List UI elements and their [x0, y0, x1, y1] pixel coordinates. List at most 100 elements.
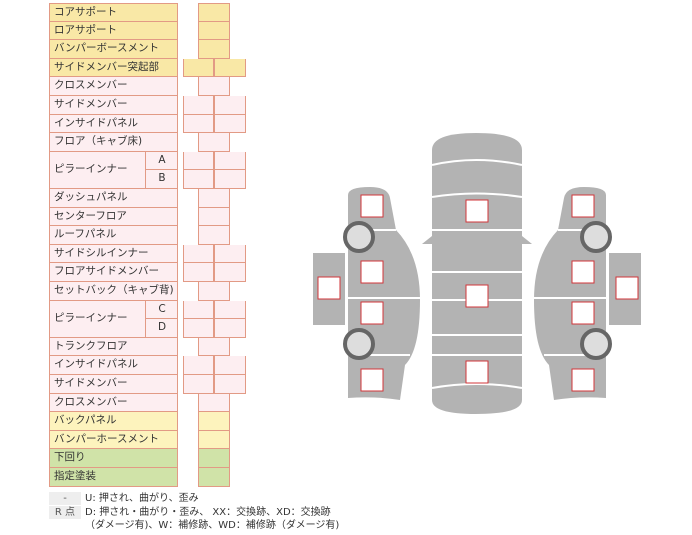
check-cell[interactable] [183, 356, 214, 375]
marker-box[interactable] [571, 260, 595, 284]
row-label-text: サイドメンバー [54, 98, 128, 110]
table-row: サイドメンバー [49, 375, 249, 394]
wheel-icon [343, 221, 375, 253]
row-label: サイドメンバー [49, 375, 178, 394]
car-left-side [348, 187, 420, 400]
marker-box[interactable] [360, 301, 384, 325]
table-row: 指定塗装 [49, 468, 249, 487]
wheel-icon [580, 221, 612, 253]
row-label: コアサポート [49, 3, 178, 22]
row-label-text: ピラーインナー [54, 311, 128, 324]
table-row: フロア（キャブ床) [49, 133, 249, 152]
marker-box[interactable] [465, 199, 489, 223]
check-cell[interactable] [214, 356, 246, 375]
row-label-text: サイドメンバー [54, 377, 128, 389]
check-cell[interactable] [183, 151, 214, 171]
marker-box[interactable] [317, 276, 341, 300]
table-row: クロスメンバー [49, 77, 249, 96]
check-cell[interactable] [214, 300, 246, 320]
check-cell[interactable] [183, 96, 214, 115]
row-label: クロスメンバー [49, 393, 178, 413]
check-cell[interactable] [198, 3, 230, 22]
check-cell[interactable] [198, 40, 230, 59]
row-label: セットバック（キャブ背) [49, 282, 178, 301]
check-cell[interactable] [198, 226, 230, 245]
row-label: ダッシュパネル [49, 189, 178, 208]
table-row: クロスメンバー [49, 393, 249, 413]
marker-box[interactable] [465, 284, 489, 308]
row-sub-label: C [145, 300, 178, 320]
marker-box[interactable] [571, 301, 595, 325]
check-cell[interactable] [198, 133, 230, 152]
check-cell[interactable] [198, 189, 230, 208]
check-cell[interactable] [214, 263, 246, 282]
row-label: 下回り [49, 449, 178, 468]
row-label: ピラーインナー [49, 151, 178, 189]
check-cell[interactable] [183, 58, 214, 78]
check-cell[interactable] [198, 412, 230, 431]
marker-box[interactable] [615, 276, 639, 300]
check-cell[interactable] [183, 375, 214, 394]
check-cell[interactable] [183, 319, 214, 338]
table-row: ルーフパネル [49, 226, 249, 245]
check-cell[interactable] [198, 207, 230, 227]
check-cell[interactable] [183, 263, 214, 282]
table-row: B [49, 170, 249, 189]
check-cell[interactable] [214, 170, 246, 189]
check-cell[interactable] [214, 58, 246, 78]
check-cell[interactable] [214, 319, 246, 338]
check-cell[interactable] [198, 449, 230, 468]
wheel-icon [580, 328, 612, 360]
table-row: 下回り [49, 449, 249, 468]
check-cell[interactable] [183, 244, 214, 264]
table-row: バンパーホースメント [49, 430, 249, 450]
check-cell[interactable] [214, 96, 246, 115]
marker-box[interactable] [360, 260, 384, 284]
row-sub-label: D [145, 319, 178, 338]
marker-box[interactable] [360, 368, 384, 392]
marker-box[interactable] [360, 194, 384, 218]
check-cell[interactable] [198, 337, 230, 357]
check-cell[interactable] [198, 430, 230, 450]
check-cell[interactable] [198, 21, 230, 41]
legend-text-d: D: 押され・曲がり・歪み、 XX：交換跡、XD：交換跡 [85, 507, 331, 518]
table-row: ピラーインナー C [49, 300, 249, 338]
row-label-text: ルーフパネル [54, 228, 117, 241]
row-label: クロスメンバー [49, 77, 178, 96]
legend-key-dash: - [49, 492, 81, 505]
table-row: D [49, 319, 249, 338]
check-cell[interactable] [183, 300, 214, 320]
table-row: サイドメンバー突起部 [49, 58, 249, 78]
row-label: トランクフロア [49, 337, 178, 357]
row-label-text: サイドシルインナー [54, 246, 149, 259]
check-cell[interactable] [214, 114, 246, 134]
check-cell[interactable] [198, 393, 230, 413]
legend-text-u: U: 押され、曲がり、歪み [85, 493, 199, 504]
marker-box[interactable] [571, 194, 595, 218]
check-cell[interactable] [214, 375, 246, 394]
car-right-side [534, 187, 606, 400]
row-label-text: センターフロア [54, 209, 127, 222]
check-cell[interactable] [198, 282, 230, 301]
check-cell[interactable] [214, 244, 246, 264]
table-row: センターフロア [49, 207, 249, 227]
marker-box[interactable] [465, 360, 489, 384]
check-cell[interactable] [198, 468, 230, 487]
check-cell[interactable] [214, 151, 246, 171]
row-label: 指定塗装 [49, 468, 178, 487]
marker-box[interactable] [571, 368, 595, 392]
row-label-text: サイドメンバー突起部 [54, 60, 159, 73]
table-row: コアサポート [49, 3, 249, 22]
check-cell[interactable] [183, 170, 214, 189]
row-label-text: バックパネル [54, 414, 117, 427]
check-cell[interactable] [183, 114, 214, 134]
check-cell[interactable] [198, 77, 230, 96]
legend-key-r: R 点 [49, 506, 81, 519]
table-row: インサイドパネル [49, 114, 249, 134]
row-label-text: ロアサポート [54, 23, 117, 36]
row-label-text: フロア（キャブ床) [54, 135, 143, 148]
row-label-text: ダッシュパネル [54, 191, 128, 203]
row-label-text: インサイドパネル [54, 358, 138, 371]
row-label-text: 指定塗装 [54, 470, 96, 482]
table-row: バックパネル [49, 412, 249, 431]
